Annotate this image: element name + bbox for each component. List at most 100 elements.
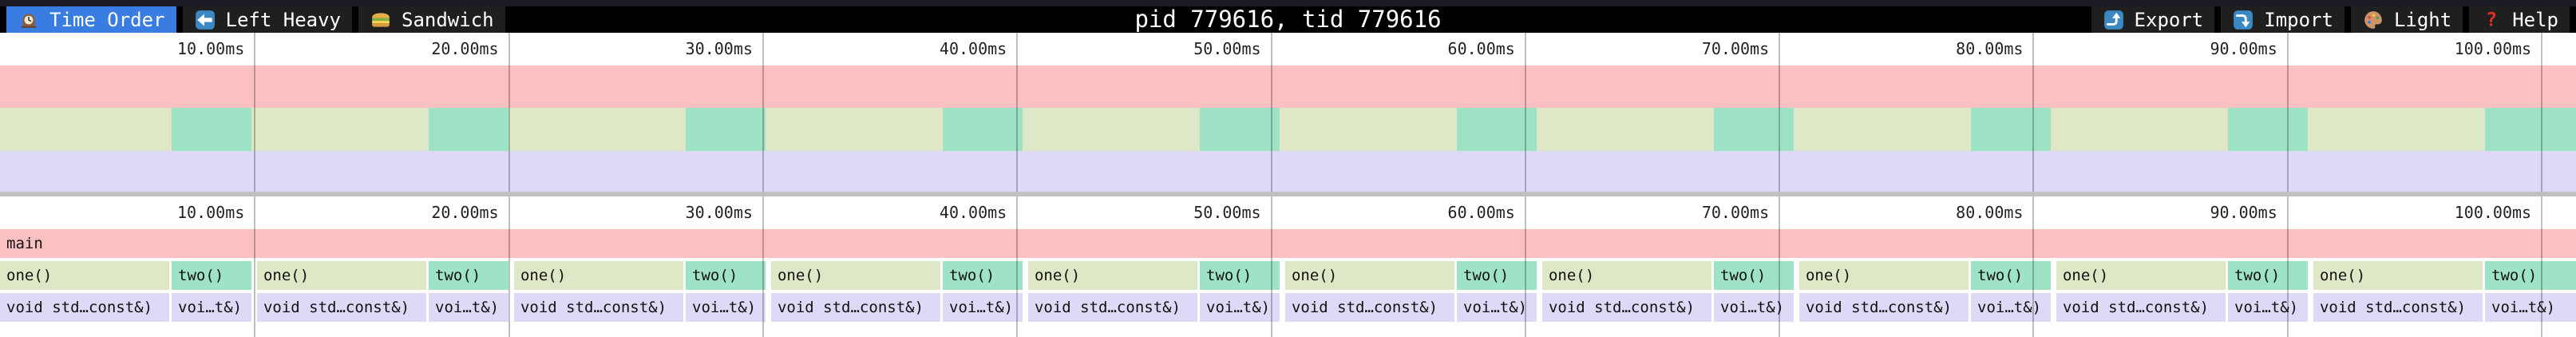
minimap-two-segment <box>686 108 766 151</box>
action-label: Export <box>2134 8 2204 31</box>
frame-one-child[interactable]: void std…const&) <box>256 293 426 322</box>
time-tick-label: 80.00ms <box>1956 39 2024 58</box>
frame-two-child[interactable]: voi…t&) <box>943 293 1023 322</box>
minimap-band-main <box>0 65 2576 108</box>
flamechart-time-axis: 10.00ms 20.00ms 30.00ms 40.00ms 50.00ms 60.00… <box>0 196 2576 229</box>
toolbar-row: Time Order Left Heavy Sandwich pid 779616,… <box>0 6 2576 33</box>
frame-one[interactable]: one() <box>1027 261 1197 290</box>
minimap-two-segment <box>1457 108 1537 151</box>
export-icon <box>2103 9 2125 31</box>
frame-two-child[interactable]: voi…t&) <box>1714 293 1794 322</box>
minimap-two-segment <box>943 108 1023 151</box>
frame-one[interactable]: one() <box>1798 261 1969 290</box>
action-label: Import <box>2264 8 2333 31</box>
time-tick-label: 70.00ms <box>1701 203 1770 222</box>
frame-one-child[interactable]: void std…const&) <box>2313 293 2483 322</box>
frame-one[interactable]: one() <box>1284 261 1454 290</box>
tab-label: Time Order <box>49 8 165 31</box>
frame-one[interactable]: one() <box>2313 261 2483 290</box>
export-button[interactable]: Export <box>2091 6 2215 33</box>
action-label: Help <box>2512 8 2558 31</box>
frame-two[interactable]: two() <box>1714 261 1794 290</box>
frame-two-child[interactable]: voi…t&) <box>1971 293 2051 322</box>
time-tick-label: 20.00ms <box>431 39 499 58</box>
frame-one-child[interactable]: void std…const&) <box>0 293 169 322</box>
time-tick-label: 10.00ms <box>177 203 245 222</box>
frame-two[interactable]: two() <box>2485 261 2576 290</box>
flamechart-row-depth2: void std…const&) voi…t&) void std…const&) v… <box>0 293 2576 322</box>
frame-one[interactable]: one() <box>0 261 169 290</box>
help-icon: ? <box>2480 9 2503 31</box>
frame-two[interactable]: two() <box>429 261 509 290</box>
time-tick-label: 40.00ms <box>939 39 1007 58</box>
tab-sandwich[interactable]: Sandwich <box>358 6 505 33</box>
flamechart-row-depth0: main <box>0 229 2576 258</box>
svg-text:?: ? <box>2486 10 2497 30</box>
time-tick-label: 50.00ms <box>1193 39 1261 58</box>
frame-one-child[interactable]: void std…const&) <box>1284 293 1454 322</box>
left-arrow-icon <box>194 9 216 31</box>
frame-one-child[interactable]: void std…const&) <box>2056 293 2226 322</box>
frame-two-child[interactable]: voi…t&) <box>1457 293 1537 322</box>
minimap-two-segment <box>2485 108 2576 151</box>
clock-icon <box>18 9 40 31</box>
frame-two[interactable]: two() <box>172 261 252 290</box>
frame-one[interactable]: one() <box>1541 261 1711 290</box>
import-button[interactable]: Import <box>2221 6 2345 33</box>
tab-time-order[interactable]: Time Order <box>6 6 176 33</box>
minimap-band-depth2 <box>0 151 2576 192</box>
sandwich-icon <box>370 9 392 31</box>
action-label: Light <box>2393 8 2452 31</box>
frame-two[interactable]: two() <box>2228 261 2308 290</box>
frame-two-child[interactable]: voi…t&) <box>1200 293 1280 322</box>
frame-one[interactable]: one() <box>2056 261 2226 290</box>
frame-two[interactable]: two() <box>943 261 1023 290</box>
frame-one[interactable]: one() <box>513 261 683 290</box>
help-button[interactable]: ? Help <box>2469 6 2570 33</box>
frame-one-child[interactable]: void std…const&) <box>1541 293 1711 322</box>
time-tick-label: 80.00ms <box>1956 203 2024 222</box>
frame-one-child[interactable]: void std…const&) <box>770 293 940 322</box>
minimap-two-segment <box>172 108 252 151</box>
frame-two[interactable]: two() <box>686 261 766 290</box>
palette-icon <box>2362 9 2384 31</box>
minimap-two-segment <box>429 108 509 151</box>
frame-two[interactable]: two() <box>1457 261 1537 290</box>
time-tick-label: 30.00ms <box>685 203 753 222</box>
frame-two-child[interactable]: voi…t&) <box>2228 293 2308 322</box>
light-button[interactable]: Light <box>2350 6 2463 33</box>
time-tick-label: 50.00ms <box>1193 203 1261 222</box>
frame-one-child[interactable]: void std…const&) <box>1027 293 1197 322</box>
time-tick-label: 100.00ms <box>2454 203 2532 222</box>
frame-two-child[interactable]: voi…t&) <box>686 293 766 322</box>
flamechart-row-depth1: one() two() one() two() one() two() one() two()… <box>0 261 2576 290</box>
frame-two[interactable]: two() <box>1200 261 1280 290</box>
frame-two-child[interactable]: voi…t&) <box>172 293 252 322</box>
window-top-strip <box>0 0 2576 6</box>
frame-one-child[interactable]: void std…const&) <box>1798 293 1969 322</box>
frame-one[interactable]: one() <box>256 261 426 290</box>
frame-one[interactable]: one() <box>770 261 940 290</box>
tab-label: Sandwich <box>402 8 494 31</box>
time-tick-label: 60.00ms <box>1447 203 1515 222</box>
minimap-two-segment <box>1971 108 2051 151</box>
time-tick-label: 10.00ms <box>177 39 245 58</box>
frame-main[interactable]: main <box>0 229 2576 258</box>
minimap-two-segment <box>1714 108 1794 151</box>
minimap-band-depth1 <box>0 108 2576 151</box>
import-icon <box>2232 9 2254 31</box>
frame-two-child[interactable]: voi…t&) <box>429 293 509 322</box>
frame-two-child[interactable]: voi…t&) <box>2485 293 2576 322</box>
time-tick-label: 100.00ms <box>2454 39 2532 58</box>
tab-label: Left Heavy <box>225 8 342 31</box>
tab-left-heavy[interactable]: Left Heavy <box>182 6 352 33</box>
toolbar: Time Order Left Heavy Sandwich pid 779616,… <box>0 0 2576 33</box>
frame-one-child[interactable]: void std…const&) <box>513 293 683 322</box>
profile-title: pid 779616, tid 779616 <box>1134 6 1442 33</box>
minimap[interactable]: 10.00ms 20.00ms 30.00ms 40.00ms 50.00ms 60.00… <box>0 33 2576 192</box>
frame-two[interactable]: two() <box>1971 261 2051 290</box>
toolbar-actions: Export Import Light? Help <box>2091 6 2570 33</box>
time-tick-label: 70.00ms <box>1701 39 1770 58</box>
time-tick-label: 40.00ms <box>939 203 1007 222</box>
